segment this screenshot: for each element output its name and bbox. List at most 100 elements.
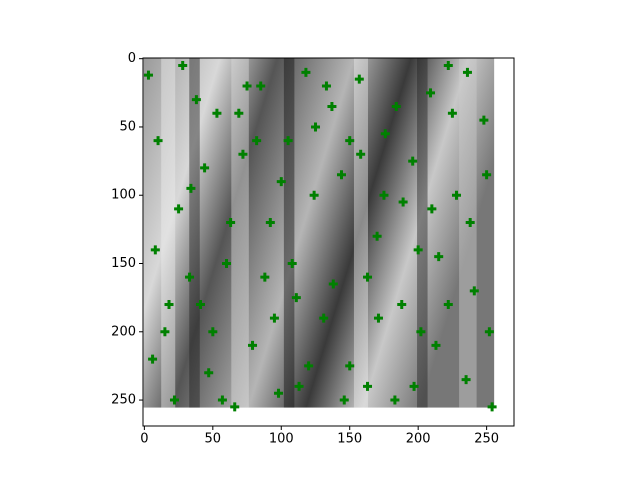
point	[391, 101, 401, 111]
point	[398, 197, 408, 207]
point	[443, 299, 453, 309]
point	[469, 286, 479, 296]
point	[301, 67, 311, 77]
x-tick-label: 50	[205, 432, 222, 447]
point	[174, 204, 184, 214]
point	[328, 279, 338, 289]
point	[373, 313, 383, 323]
point	[222, 259, 232, 269]
point	[452, 190, 462, 200]
point	[321, 81, 331, 91]
point	[354, 74, 364, 84]
point	[256, 81, 266, 91]
point	[185, 272, 195, 282]
axes-frame	[142, 57, 515, 427]
point	[337, 170, 347, 180]
point	[169, 395, 179, 405]
point	[178, 61, 188, 71]
point	[208, 327, 218, 337]
point	[327, 101, 337, 111]
image-stripe	[459, 58, 477, 408]
point	[479, 115, 489, 125]
point	[434, 252, 444, 262]
point	[153, 136, 163, 146]
x-tick-label: 250	[474, 432, 499, 447]
point	[345, 136, 355, 146]
point	[217, 395, 227, 405]
point	[462, 67, 472, 77]
point	[484, 327, 494, 337]
point	[204, 368, 214, 378]
point	[309, 190, 319, 200]
y-tick-label: 250	[111, 393, 136, 408]
point	[427, 204, 437, 214]
point	[390, 395, 400, 405]
point	[148, 354, 158, 364]
point	[260, 272, 270, 282]
image-stripe	[283, 58, 295, 408]
point	[274, 388, 284, 398]
point	[164, 299, 174, 309]
point	[372, 231, 382, 241]
point	[416, 327, 426, 337]
point	[487, 402, 497, 412]
point	[345, 361, 355, 371]
point	[465, 218, 475, 228]
point	[150, 245, 160, 255]
point	[304, 361, 314, 371]
point	[160, 327, 170, 337]
point	[363, 381, 373, 391]
point	[482, 170, 492, 180]
point	[363, 272, 373, 282]
point	[380, 129, 390, 139]
y-tick-label: 150	[111, 256, 136, 271]
point	[408, 156, 418, 166]
point	[226, 218, 236, 228]
y-tick-label: 0	[128, 51, 136, 66]
point	[339, 395, 349, 405]
point	[276, 177, 286, 187]
point	[319, 313, 329, 323]
y-tick-label: 100	[111, 188, 136, 203]
point	[230, 402, 240, 412]
image-stripe	[189, 58, 200, 408]
point	[425, 88, 435, 98]
y-tick-label: 200	[111, 324, 136, 339]
point	[287, 259, 297, 269]
point	[238, 149, 248, 159]
point	[242, 81, 252, 91]
point	[294, 381, 304, 391]
point	[283, 136, 293, 146]
point	[269, 313, 279, 323]
point	[234, 108, 244, 118]
x-tick-label: 100	[269, 432, 294, 447]
point	[397, 299, 407, 309]
point	[413, 245, 423, 255]
point	[461, 375, 471, 385]
point	[265, 218, 275, 228]
point	[186, 183, 196, 193]
point	[310, 122, 320, 132]
x-tick-label: 0	[140, 432, 148, 447]
image-stripe	[353, 58, 368, 408]
point	[291, 293, 301, 303]
point	[248, 340, 258, 350]
y-tick-label: 50	[119, 119, 136, 134]
point	[143, 70, 153, 80]
point	[212, 108, 222, 118]
image-stripe	[417, 58, 428, 408]
point	[447, 108, 457, 118]
x-tick-label: 150	[337, 432, 362, 447]
point	[356, 149, 366, 159]
point	[431, 340, 441, 350]
point	[443, 61, 453, 71]
image-stripe	[161, 58, 176, 408]
point	[200, 163, 210, 173]
point	[195, 299, 205, 309]
x-tick-label: 200	[406, 432, 431, 447]
point	[379, 190, 389, 200]
point	[252, 136, 262, 146]
point	[409, 381, 419, 391]
point	[191, 95, 201, 105]
